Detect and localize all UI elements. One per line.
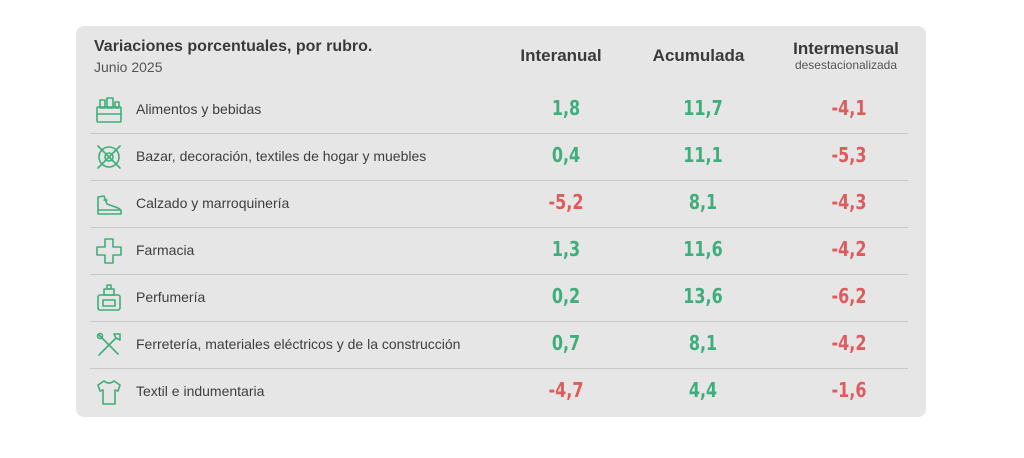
value-intermensual: -4,2 bbox=[831, 237, 867, 261]
column-header-label: Intermensual bbox=[793, 39, 899, 58]
tools-icon bbox=[94, 330, 124, 360]
value-interanual: 0,4 bbox=[551, 143, 581, 167]
table-row: Textil e indumentaria -4,7 4,4 -1,6 bbox=[90, 369, 908, 415]
value-acumulada: 4,4 bbox=[688, 378, 718, 402]
value-acumulada: 11,6 bbox=[683, 237, 723, 261]
row-label: Textil e indumentaria bbox=[136, 383, 265, 399]
value-intermensual: -4,3 bbox=[831, 190, 867, 214]
row-label: Bazar, decoración, textiles de hogar y m… bbox=[136, 148, 427, 164]
grocery-icon bbox=[94, 95, 124, 125]
value-acumulada: 8,1 bbox=[688, 190, 718, 214]
value-interanual: -4,7 bbox=[548, 378, 584, 402]
row-label: Alimentos y bebidas bbox=[136, 101, 262, 117]
table-subtitle: Junio 2025 bbox=[94, 59, 163, 75]
value-intermensual: -6,2 bbox=[831, 284, 867, 308]
value-interanual: 1,8 bbox=[551, 96, 581, 120]
row-label: Calzado y marroquinería bbox=[136, 195, 290, 211]
row-label: Farmacia bbox=[136, 242, 195, 258]
table-row: Bazar, decoración, textiles de hogar y m… bbox=[90, 134, 908, 181]
column-header-interanual: Interanual bbox=[501, 46, 621, 66]
value-acumulada: 8,1 bbox=[688, 331, 718, 355]
value-acumulada: 11,7 bbox=[683, 96, 723, 120]
column-header-acumulada: Acumulada bbox=[636, 46, 761, 66]
column-header-sublabel: desestacionalizada bbox=[794, 58, 898, 72]
table-row: Calzado y marroquinería -5,2 8,1 -4,3 bbox=[90, 181, 908, 228]
column-header-intermensual: Intermensual desestacionalizada bbox=[771, 39, 921, 72]
row-label: Ferretería, materiales eléctricos y de l… bbox=[136, 336, 461, 352]
table-row: Farmacia 1,3 11,6 -4,2 bbox=[90, 228, 908, 275]
column-header-label: Interanual bbox=[520, 46, 602, 65]
table-row: Alimentos y bebidas 1,8 11,7 -4,1 bbox=[90, 87, 908, 134]
value-interanual: 0,2 bbox=[551, 284, 581, 308]
table-title: Variaciones porcentuales, por rubro. bbox=[94, 38, 373, 55]
value-intermensual: -5,3 bbox=[831, 143, 867, 167]
value-intermensual: -4,1 bbox=[831, 96, 867, 120]
row-label: Perfumería bbox=[136, 289, 206, 305]
value-interanual: -5,2 bbox=[548, 190, 584, 214]
column-header-label: Acumulada bbox=[652, 46, 745, 65]
tableware-icon bbox=[94, 142, 124, 172]
shoe-icon bbox=[94, 189, 124, 219]
value-intermensual: -4,2 bbox=[831, 331, 867, 355]
table-row: Perfumería 0,2 13,6 -6,2 bbox=[90, 275, 908, 322]
value-intermensual: -1,6 bbox=[831, 378, 867, 402]
table-card: Variaciones porcentuales, por rubro. Jun… bbox=[76, 26, 926, 417]
value-interanual: 1,3 bbox=[551, 237, 581, 261]
table-body: Alimentos y bebidas 1,8 11,7 -4,1 Bazar, dec… bbox=[90, 87, 908, 415]
table-row: Ferretería, materiales eléctricos y de l… bbox=[90, 322, 908, 369]
pharmacy-cross-icon bbox=[94, 236, 124, 266]
perfume-icon bbox=[94, 283, 124, 313]
value-interanual: 0,7 bbox=[551, 331, 581, 355]
value-acumulada: 13,6 bbox=[683, 284, 723, 308]
shirt-icon bbox=[94, 377, 124, 407]
value-acumulada: 11,1 bbox=[683, 143, 723, 167]
